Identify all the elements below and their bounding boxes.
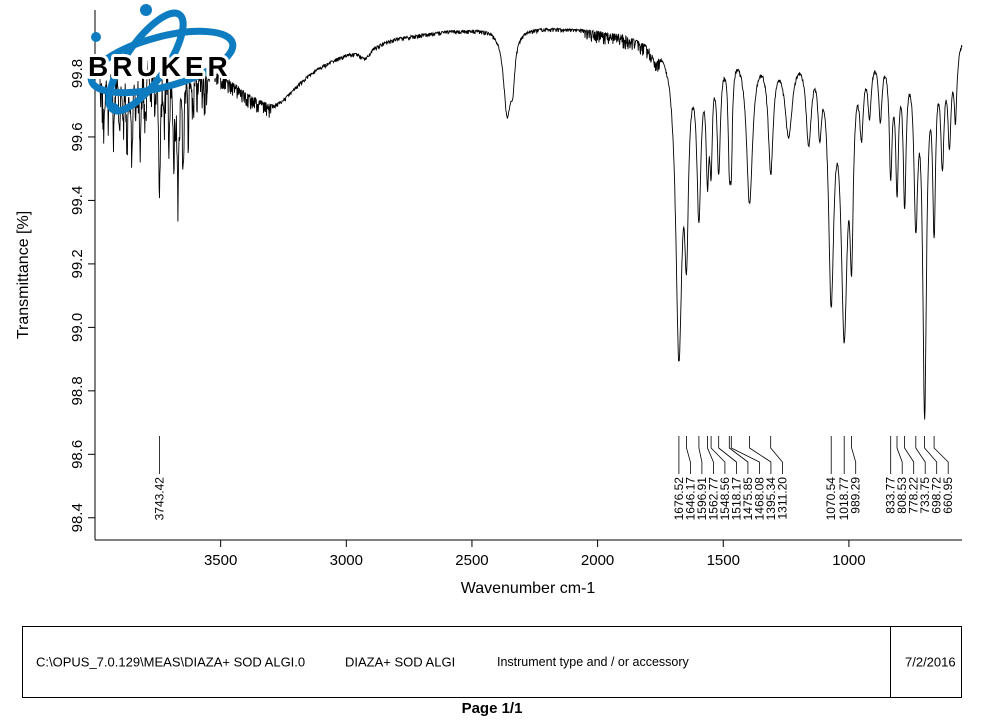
file-path: C:\OPUS_7.0.129\MEAS\DIAZA+ SOD ALGI.0 — [36, 654, 306, 670]
peak-leader-line — [710, 436, 726, 474]
y-tick-label: 98.8 — [69, 376, 86, 405]
electron-dot — [91, 32, 101, 42]
bruker-logo: BRUKER BRUKER — [85, 4, 237, 115]
bruker-logo-text: BRUKER — [88, 51, 232, 82]
peak-label: 1070.54 — [824, 477, 838, 521]
x-axis-title: Wavenumber cm-1 — [461, 580, 596, 597]
peak-label: 808.53 — [895, 477, 909, 514]
x-tick-label: 3000 — [330, 552, 363, 569]
peak-leader-line — [933, 436, 949, 474]
peak-leader-line — [915, 436, 926, 474]
peak-label: 1548.56 — [718, 477, 732, 521]
table-divider — [890, 627, 891, 697]
x-tick-label: 2000 — [581, 552, 614, 569]
x-tick-label: 2500 — [455, 552, 488, 569]
peak-label: 1646.17 — [683, 477, 697, 521]
peak-label: 1562.77 — [706, 477, 720, 521]
y-tick-label: 98.6 — [69, 440, 86, 469]
peak-leader-line — [698, 436, 703, 474]
peak-label: 1475.85 — [741, 477, 755, 521]
peak-label: 3743.42 — [153, 477, 167, 521]
peak-label: 833.77 — [884, 477, 898, 514]
atom-orbits-icon — [87, 4, 237, 115]
report-date: 7/2/2016 — [905, 654, 956, 670]
peak-leader-line — [851, 436, 857, 474]
peak-label: 989.29 — [849, 477, 863, 514]
peak-label: 733.75 — [918, 477, 932, 514]
electron-dot — [109, 103, 119, 113]
peak-leader-line — [896, 436, 903, 474]
x-tick-label: 1500 — [707, 552, 740, 569]
y-tick-label: 99.8 — [69, 59, 86, 88]
y-tick-label: 98.4 — [69, 503, 86, 532]
page-number-label: Page 1/1 — [461, 700, 523, 717]
peak-leader-line — [730, 436, 760, 474]
bruker-logo-text-outline: BRUKER — [88, 51, 232, 82]
peak-label: 1676.52 — [672, 477, 686, 521]
peak-leader-line — [728, 436, 749, 474]
peak-leader-line — [707, 436, 714, 474]
x-tick-label: 1000 — [832, 552, 865, 569]
report-info-table: C:\OPUS_7.0.129\MEAS\DIAZA+ SOD ALGI.0 D… — [22, 626, 962, 698]
electron-dot — [140, 4, 152, 16]
peak-leader-line — [770, 436, 783, 474]
peak-leader-line — [924, 436, 938, 474]
y-axis-title: Transmittance [%] — [15, 211, 32, 339]
peak-leader-line — [904, 436, 915, 474]
peak-leader-line — [686, 436, 691, 474]
ir-spectrum-chart: Wavenumber cm-1 Transmittance [%] 3500 30… — [15, 10, 963, 597]
peak-leader-line — [718, 436, 737, 474]
spectrum-trace — [94, 27, 963, 420]
peak-label: 1468.08 — [752, 477, 766, 521]
x-tick-label: 3500 — [204, 552, 237, 569]
y-tick-label: 99.2 — [69, 249, 86, 278]
peak-label: 1311.20 — [775, 477, 789, 520]
peak-label: 1596.91 — [695, 477, 709, 521]
sample-name: DIAZA+ SOD ALGI — [345, 654, 456, 670]
y-tick-label: 99.0 — [69, 313, 86, 342]
y-tick-label: 99.6 — [69, 122, 86, 151]
instrument-note: Instrument type and / or accessory — [497, 655, 689, 669]
peak-label: 698.72 — [930, 477, 944, 514]
peak-label: 660.95 — [941, 477, 955, 514]
peak-label: 1018.77 — [837, 477, 851, 521]
peak-label: 1518.17 — [729, 477, 743, 521]
y-tick-label: 99.4 — [69, 186, 86, 215]
peak-label: 778.22 — [907, 477, 921, 514]
peak-label: 1395.34 — [764, 477, 778, 521]
peak-leader-line — [749, 436, 772, 474]
